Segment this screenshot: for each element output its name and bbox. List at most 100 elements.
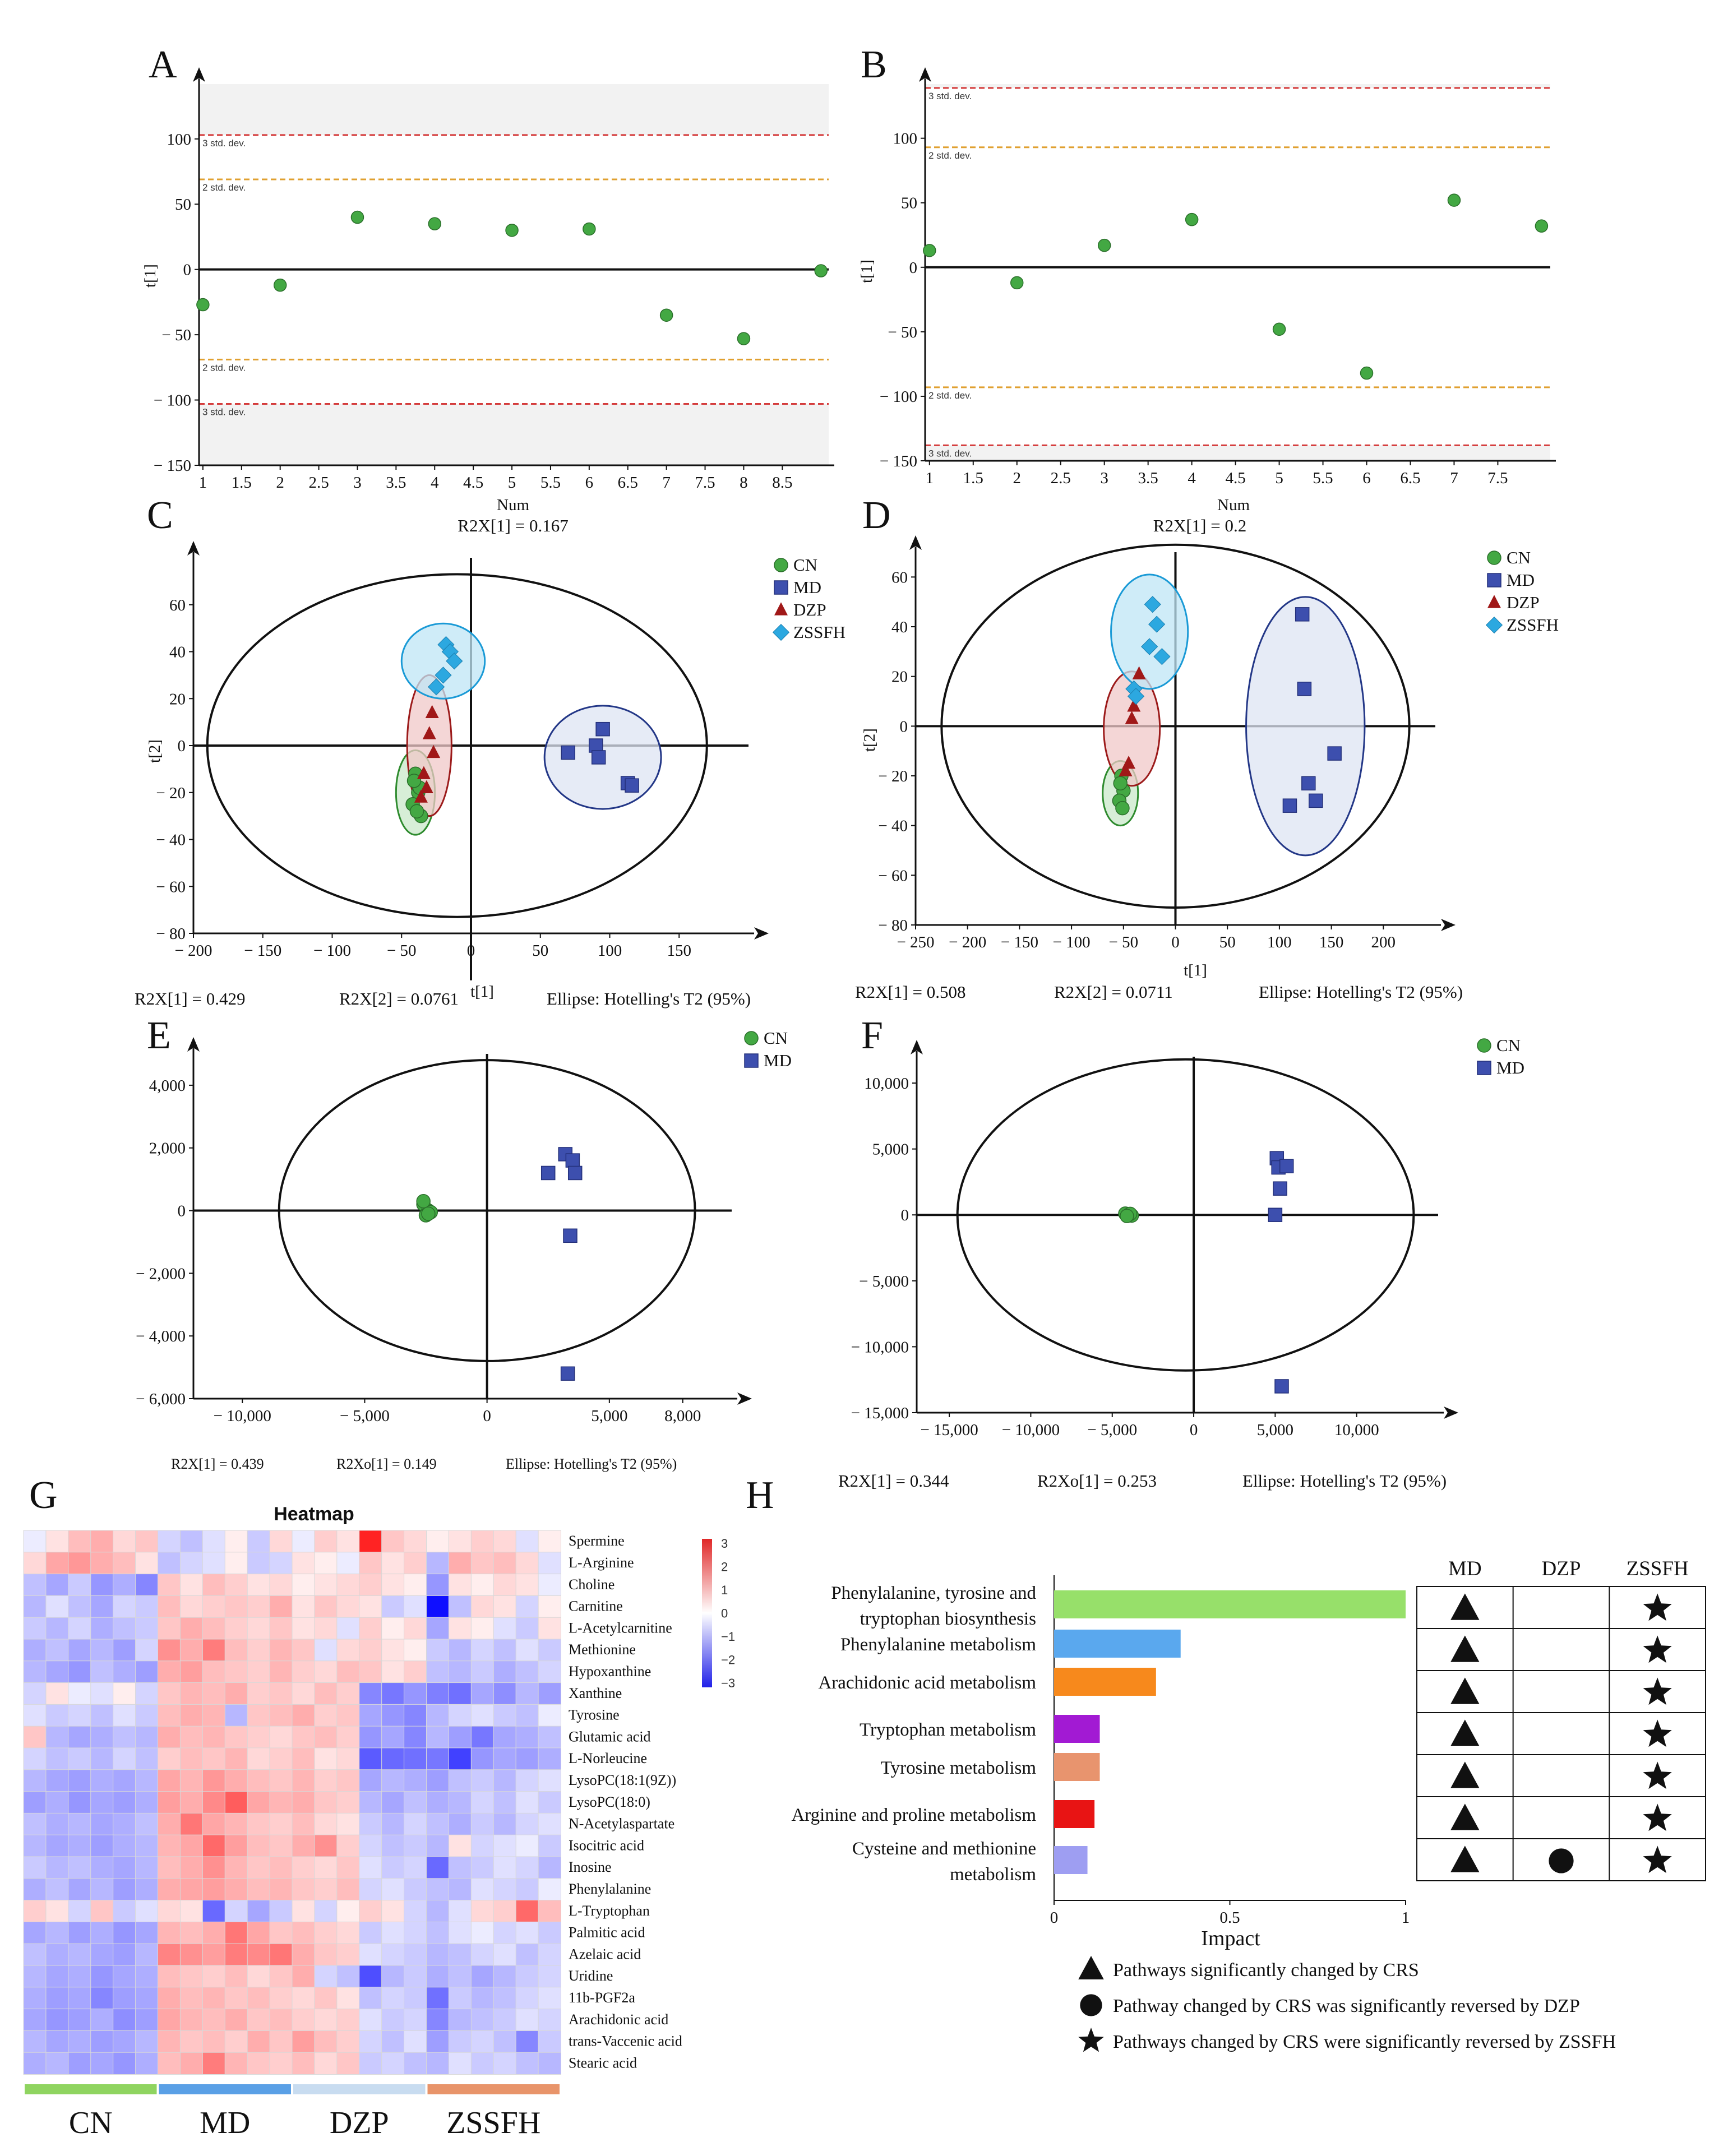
triangle-icon (1450, 1761, 1480, 1788)
heatmap-cell (292, 1617, 315, 1640)
heatmap-cell (538, 1856, 561, 1879)
heatmap-cell (224, 1791, 248, 1814)
heatmap-cell (179, 1856, 204, 1879)
heatmap-cell (179, 1574, 204, 1597)
group-label-md: MD (200, 2106, 250, 2140)
legend-label-dzp: DZP (793, 600, 826, 619)
heatmap-row-label: Xanthine (569, 1685, 622, 1701)
data-point-md (567, 1165, 583, 1181)
heatmap-cell (269, 1747, 293, 1770)
x-tick-label: − 50 (1108, 933, 1138, 951)
y-tick-label: − 10,000 (851, 1338, 909, 1356)
heatmap-cell (23, 1856, 47, 1879)
data-point-zssfh (1144, 595, 1161, 613)
impact-bar (1054, 1668, 1156, 1696)
heatmap-cell (23, 1921, 47, 1945)
data-point-zssfh (1127, 688, 1145, 705)
y-tick-label: − 50 (161, 326, 191, 344)
heatmap-cell (23, 2030, 47, 2053)
heatmap-cell (247, 1574, 271, 1597)
heatmap-cell (538, 1682, 561, 1705)
std-dev-label: 2 std. dev. (202, 182, 246, 193)
heatmap-cell (493, 1921, 517, 1945)
heatmap-cell (224, 1725, 248, 1748)
heatmap-cell (292, 1552, 315, 1575)
heatmap-cell (359, 2052, 382, 2075)
heatmap-cell (314, 1552, 338, 1575)
data-point (1535, 219, 1549, 233)
x-tick-label: − 150 (1001, 933, 1038, 951)
heatmap-cell (224, 1769, 248, 1792)
heatmap-cell (314, 2009, 338, 2032)
heatmap-cell (202, 1639, 226, 1662)
heatmap-cell (292, 1856, 315, 1879)
heatmap-cell (314, 1682, 338, 1705)
heatmap-cell (68, 2030, 91, 2053)
heatmap-cell (45, 1682, 69, 1705)
heatmap-cell (23, 1617, 47, 1640)
heatmap-cell (515, 1812, 539, 1836)
heatmap-cell (247, 1617, 271, 1640)
heatmap-cell (158, 1747, 181, 1770)
heatmap-cell (90, 1900, 114, 1923)
heatmap-cell (493, 1704, 517, 1727)
y-tick-label: 50 (175, 196, 191, 214)
y-tick-label: − 40 (878, 817, 908, 835)
heatmap-cell (448, 1878, 472, 1901)
legend-marker-cn (774, 558, 788, 572)
heatmap-cell (68, 1987, 91, 2010)
heatmap-cell (493, 1574, 517, 1597)
circle-icon (1549, 1848, 1574, 1873)
data-point (273, 278, 287, 292)
legend-label-md: MD (793, 577, 821, 597)
heatmap-cell (113, 1530, 136, 1553)
x-tick-label: 4.5 (463, 474, 483, 492)
heatmap-cell (314, 1834, 338, 1857)
heatmap-cell (515, 1791, 539, 1814)
legend-text: Pathways changed by CRS were significant… (1113, 2032, 1616, 2052)
heatmap-cell (45, 1617, 69, 1640)
heatmap-cell (426, 1682, 450, 1705)
heatmap-cell (23, 1943, 47, 1966)
heatmap-cell (269, 1943, 293, 1966)
heatmap-cell (426, 2009, 450, 2032)
heatmap-cell (23, 1769, 47, 1792)
heatmap-cell (224, 1682, 248, 1705)
heatmap-cell (381, 1987, 405, 2010)
heatmap-cell (336, 2052, 360, 2075)
heatmap-cell (90, 1965, 114, 1988)
heatmap-cell (135, 1900, 159, 1923)
heatmap-cell (359, 1639, 382, 1662)
heatmap-cell (538, 1878, 561, 1901)
heatmap-cell (538, 1943, 561, 1966)
heatmap-cell (224, 1552, 248, 1575)
heatmap-cell (247, 1725, 271, 1748)
heatmap-cell (493, 1943, 517, 1966)
heatmap-cell (158, 1769, 181, 1792)
heatmap-cell (493, 1639, 517, 1662)
heatmap-cell (202, 1834, 226, 1857)
heatmap-cell (404, 1856, 427, 1879)
heatmap-cell (113, 1725, 136, 1748)
heatmap-cell (404, 2030, 427, 2053)
heatmap-cell (45, 2030, 69, 2053)
y-tick-label: − 20 (878, 767, 908, 785)
heatmap-cell (538, 1987, 561, 2010)
x-tick-label: 2.5 (308, 474, 329, 492)
heatmap-cell (179, 1639, 204, 1662)
x-tick-label: 3.5 (386, 474, 406, 492)
x-tick-label: 150 (1319, 933, 1344, 951)
heatmap-cell (45, 2052, 69, 2075)
group-ellipse-zssfh (1110, 573, 1189, 690)
heatmap-cell (269, 1574, 293, 1597)
heatmap-cell (359, 1617, 382, 1640)
heatmap-cell (45, 1834, 69, 1857)
heatmap-cell (269, 2052, 293, 2075)
triangle-icon (1450, 1719, 1480, 1746)
panel-d-stat2: R2X[2] = 0.0711 (1054, 982, 1173, 1002)
heatmap-cell (224, 1987, 248, 2010)
heatmap-cell (90, 1856, 114, 1879)
heatmap-cell (224, 2052, 248, 2075)
heatmap-cell (202, 2052, 226, 2075)
heatmap-cell (45, 1639, 69, 1662)
